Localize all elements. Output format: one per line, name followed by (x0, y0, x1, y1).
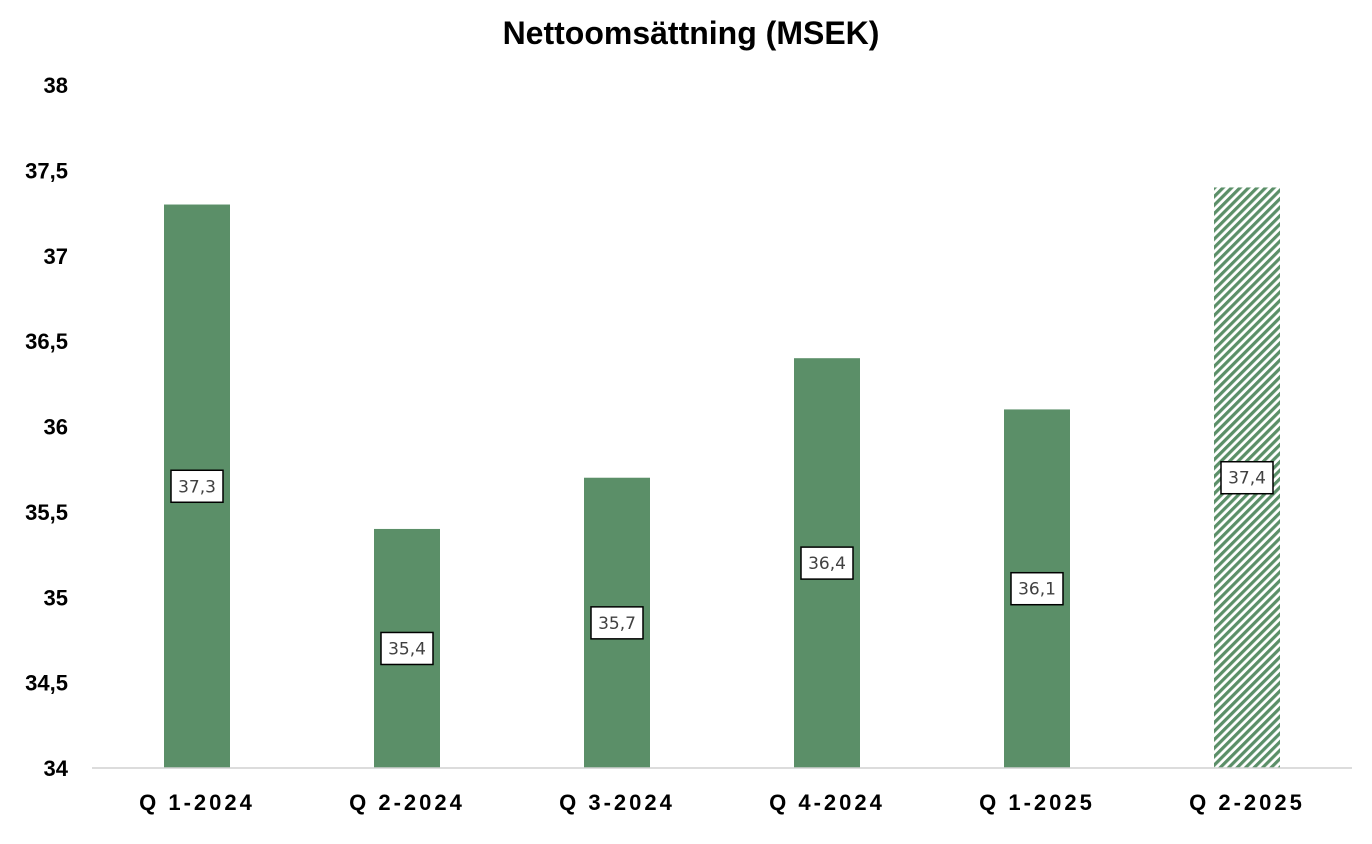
data-label: 35,7 (598, 614, 636, 634)
y-tick-label: 36,5 (25, 329, 68, 354)
y-axis: 34 34,5 35 35,5 36 36,5 37 37,5 38 (25, 73, 69, 781)
y-tick-label: 37 (44, 244, 68, 269)
y-tick-label: 34,5 (25, 671, 68, 696)
x-tick-label: Q 4-2024 (769, 790, 885, 815)
bars (164, 187, 1280, 768)
y-tick-label: 37,5 (25, 158, 68, 183)
data-label-box (380, 631, 434, 666)
data-label: 36,1 (1018, 580, 1056, 600)
data-label-box (1010, 571, 1064, 606)
x-tick-label: Q 3-2024 (559, 790, 675, 815)
data-label-box (800, 546, 854, 580)
x-tick-label: Q 2-2025 (1189, 790, 1305, 815)
data-label: 35,4 (388, 639, 426, 659)
data-labels: 37,3 35,4 35,7 36,4 36,1 37,4 (170, 460, 1274, 666)
chart-title: Nettoomsättning (MSEK) (503, 15, 880, 51)
y-tick-label: 34 (44, 756, 69, 781)
data-label: 36,4 (808, 554, 846, 574)
data-label-box (1220, 460, 1274, 495)
y-tick-label: 36 (44, 415, 68, 440)
x-axis: Q 1-2024 Q 2-2024 Q 3-2024 Q 4-2024 Q 1-2025… (139, 790, 1305, 815)
data-label-box (170, 469, 224, 504)
y-tick-label: 38 (44, 73, 68, 98)
x-tick-label: Q 1-2024 (139, 790, 255, 815)
data-label: 37,4 (1228, 469, 1266, 489)
data-label-box (590, 606, 644, 640)
y-tick-label: 35 (44, 585, 68, 610)
y-tick-label: 35,5 (25, 500, 68, 525)
x-tick-label: Q 1-2025 (979, 790, 1095, 815)
data-label: 37,3 (178, 477, 216, 497)
x-tick-label: Q 2-2024 (349, 790, 465, 815)
